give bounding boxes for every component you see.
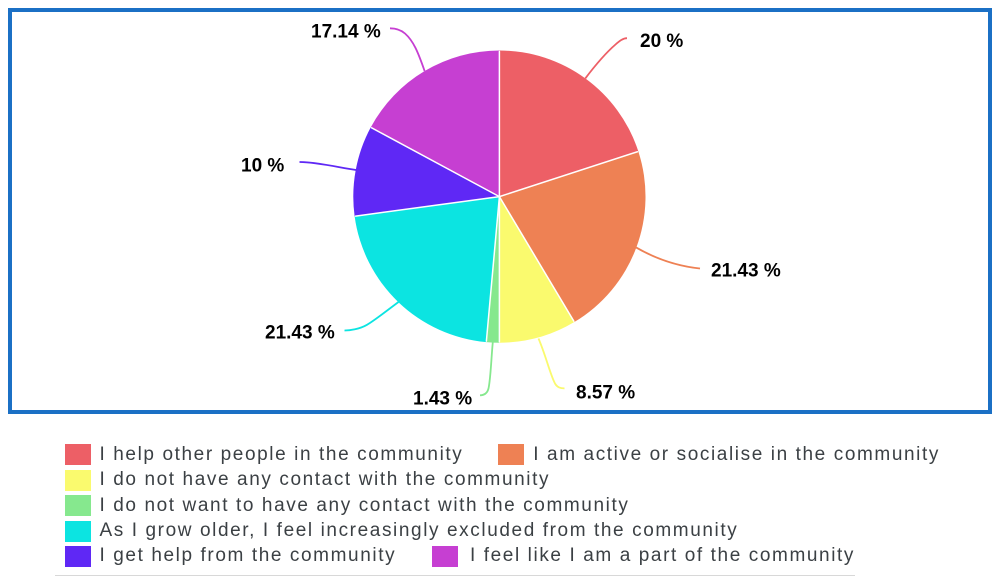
svg-text:21.43 %: 21.43 %: [711, 261, 781, 282]
svg-text:10 %: 10 %: [241, 156, 284, 177]
svg-text:20 %: 20 %: [640, 31, 683, 52]
svg-text:17.14 %: 17.14 %: [311, 22, 381, 43]
svg-text:8.57 %: 8.57 %: [576, 383, 635, 404]
svg-text:1.43 %: 1.43 %: [413, 389, 472, 410]
svg-text:21.43 %: 21.43 %: [265, 323, 335, 344]
